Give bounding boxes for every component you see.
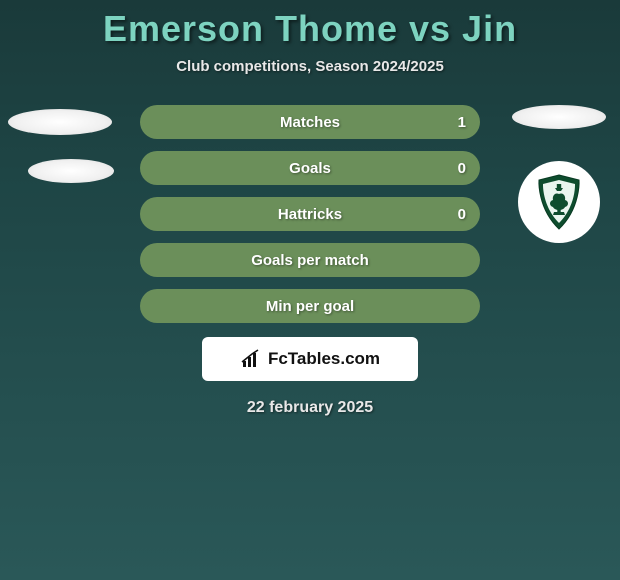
player-left-avatar-placeholder [8,109,112,135]
date-text: 22 february 2025 [0,399,620,417]
stat-label: Goals [289,160,331,177]
stat-row-matches: Matches 1 [140,105,480,139]
player-left-team-placeholder [28,159,114,183]
stat-label: Matches [280,114,340,131]
stat-row-min-per-goal: Min per goal [140,289,480,323]
stat-row-hattricks: Hattricks 0 [140,197,480,231]
stat-row-goals: Goals 0 [140,151,480,185]
stat-row-goals-per-match: Goals per match [140,243,480,277]
club-badge [518,161,600,243]
stats-area: Matches 1 Goals 0 Hattricks 0 Goals per … [0,105,620,323]
brand-badge[interactable]: FcTables.com [202,337,418,381]
shield-icon [535,174,583,230]
stat-value: 0 [458,160,466,177]
stat-value: 0 [458,206,466,223]
page-title: Emerson Thome vs Jin [0,0,620,50]
stat-value: 1 [458,114,466,131]
stat-label: Min per goal [266,298,354,315]
stat-label: Hattricks [278,206,342,223]
brand-text: FcTables.com [268,349,380,369]
player-right-avatar-placeholder [512,105,606,129]
stat-label: Goals per match [251,252,369,269]
subtitle: Club competitions, Season 2024/2025 [0,58,620,75]
chart-icon [240,348,262,370]
